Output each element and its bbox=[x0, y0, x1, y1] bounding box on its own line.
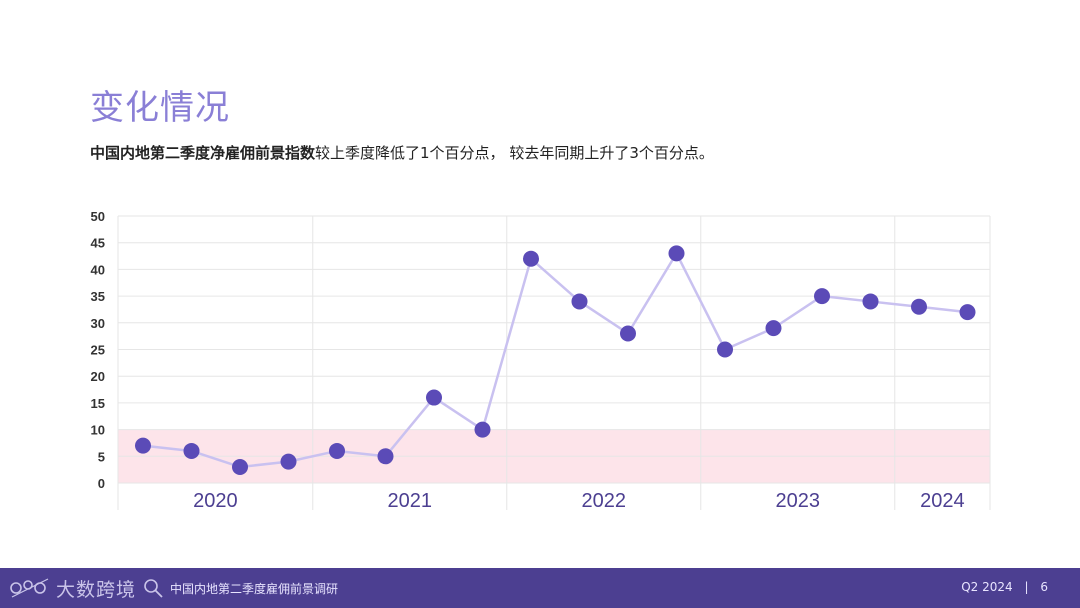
data-point bbox=[911, 298, 927, 315]
y-tick-label: 50 bbox=[91, 209, 105, 224]
y-tick-label: 25 bbox=[91, 343, 105, 358]
y-tick-label: 10 bbox=[91, 423, 105, 438]
x-year-label: 2024 bbox=[920, 490, 965, 512]
x-year-label: 2021 bbox=[388, 490, 433, 512]
x-year-label: 2022 bbox=[582, 490, 627, 512]
data-point bbox=[377, 448, 394, 465]
footer-meta: Q2 2024 | 6 bbox=[953, 580, 1048, 594]
y-tick-label: 35 bbox=[91, 289, 105, 304]
magnifier-icon bbox=[144, 579, 163, 598]
y-tick-label: 40 bbox=[91, 262, 105, 277]
data-point bbox=[620, 325, 636, 342]
footer-title: 中国内地第二季度雇佣前景调研 bbox=[170, 582, 339, 596]
logo-text: 大数跨境 bbox=[56, 578, 137, 601]
page-subtitle: 中国内地第二季度净雇佣前景指数较上季度降低了1个百分点， 较去年同期上升了3个百… bbox=[90, 142, 714, 163]
brand-logo: 大数跨境 bbox=[10, 574, 164, 602]
logo-icon bbox=[10, 578, 49, 598]
subtitle-rest: 较上季度降低了1个百分点， 较去年同期上升了3个百分点。 bbox=[315, 144, 714, 162]
y-tick-label: 0 bbox=[98, 476, 105, 491]
series-line bbox=[142, 252, 968, 469]
subtitle-bold: 中国内地第二季度净雇佣前景指数 bbox=[90, 144, 316, 162]
x-year-label: 2020 bbox=[193, 490, 238, 512]
footer-period: Q2 2024 bbox=[961, 580, 1013, 594]
page-number: 6 bbox=[1040, 580, 1048, 594]
y-tick-label: 5 bbox=[98, 449, 105, 464]
data-point bbox=[717, 341, 733, 358]
y-tick-label: 45 bbox=[91, 236, 105, 251]
y-tick-label: 20 bbox=[91, 369, 105, 384]
data-point bbox=[135, 437, 151, 454]
data-point bbox=[959, 304, 976, 321]
line-chart: 0 5 10 15 20 25 30 35 40 45 50 2020 2021 2022 2023 2024 bbox=[91, 209, 991, 512]
data-point bbox=[232, 458, 248, 475]
data-point bbox=[523, 250, 539, 267]
data-point bbox=[862, 293, 879, 310]
data-point bbox=[329, 442, 345, 459]
x-year-label: 2023 bbox=[776, 490, 821, 512]
data-point bbox=[183, 442, 200, 459]
data-point bbox=[426, 389, 442, 406]
data-point bbox=[814, 288, 830, 305]
page-title: 变化情况 bbox=[90, 88, 230, 128]
footer-separator: | bbox=[1024, 580, 1029, 594]
y-tick-label: 30 bbox=[91, 316, 105, 331]
y-tick-label: 15 bbox=[91, 396, 105, 411]
data-point bbox=[765, 320, 782, 337]
data-point bbox=[668, 245, 685, 262]
data-point bbox=[571, 293, 588, 310]
footer-bar: 大数跨境 中国内地第二季度雇佣前景调研 Q2 2024 | 6 bbox=[0, 568, 1080, 608]
data-point bbox=[474, 421, 491, 438]
data-point bbox=[280, 453, 297, 470]
